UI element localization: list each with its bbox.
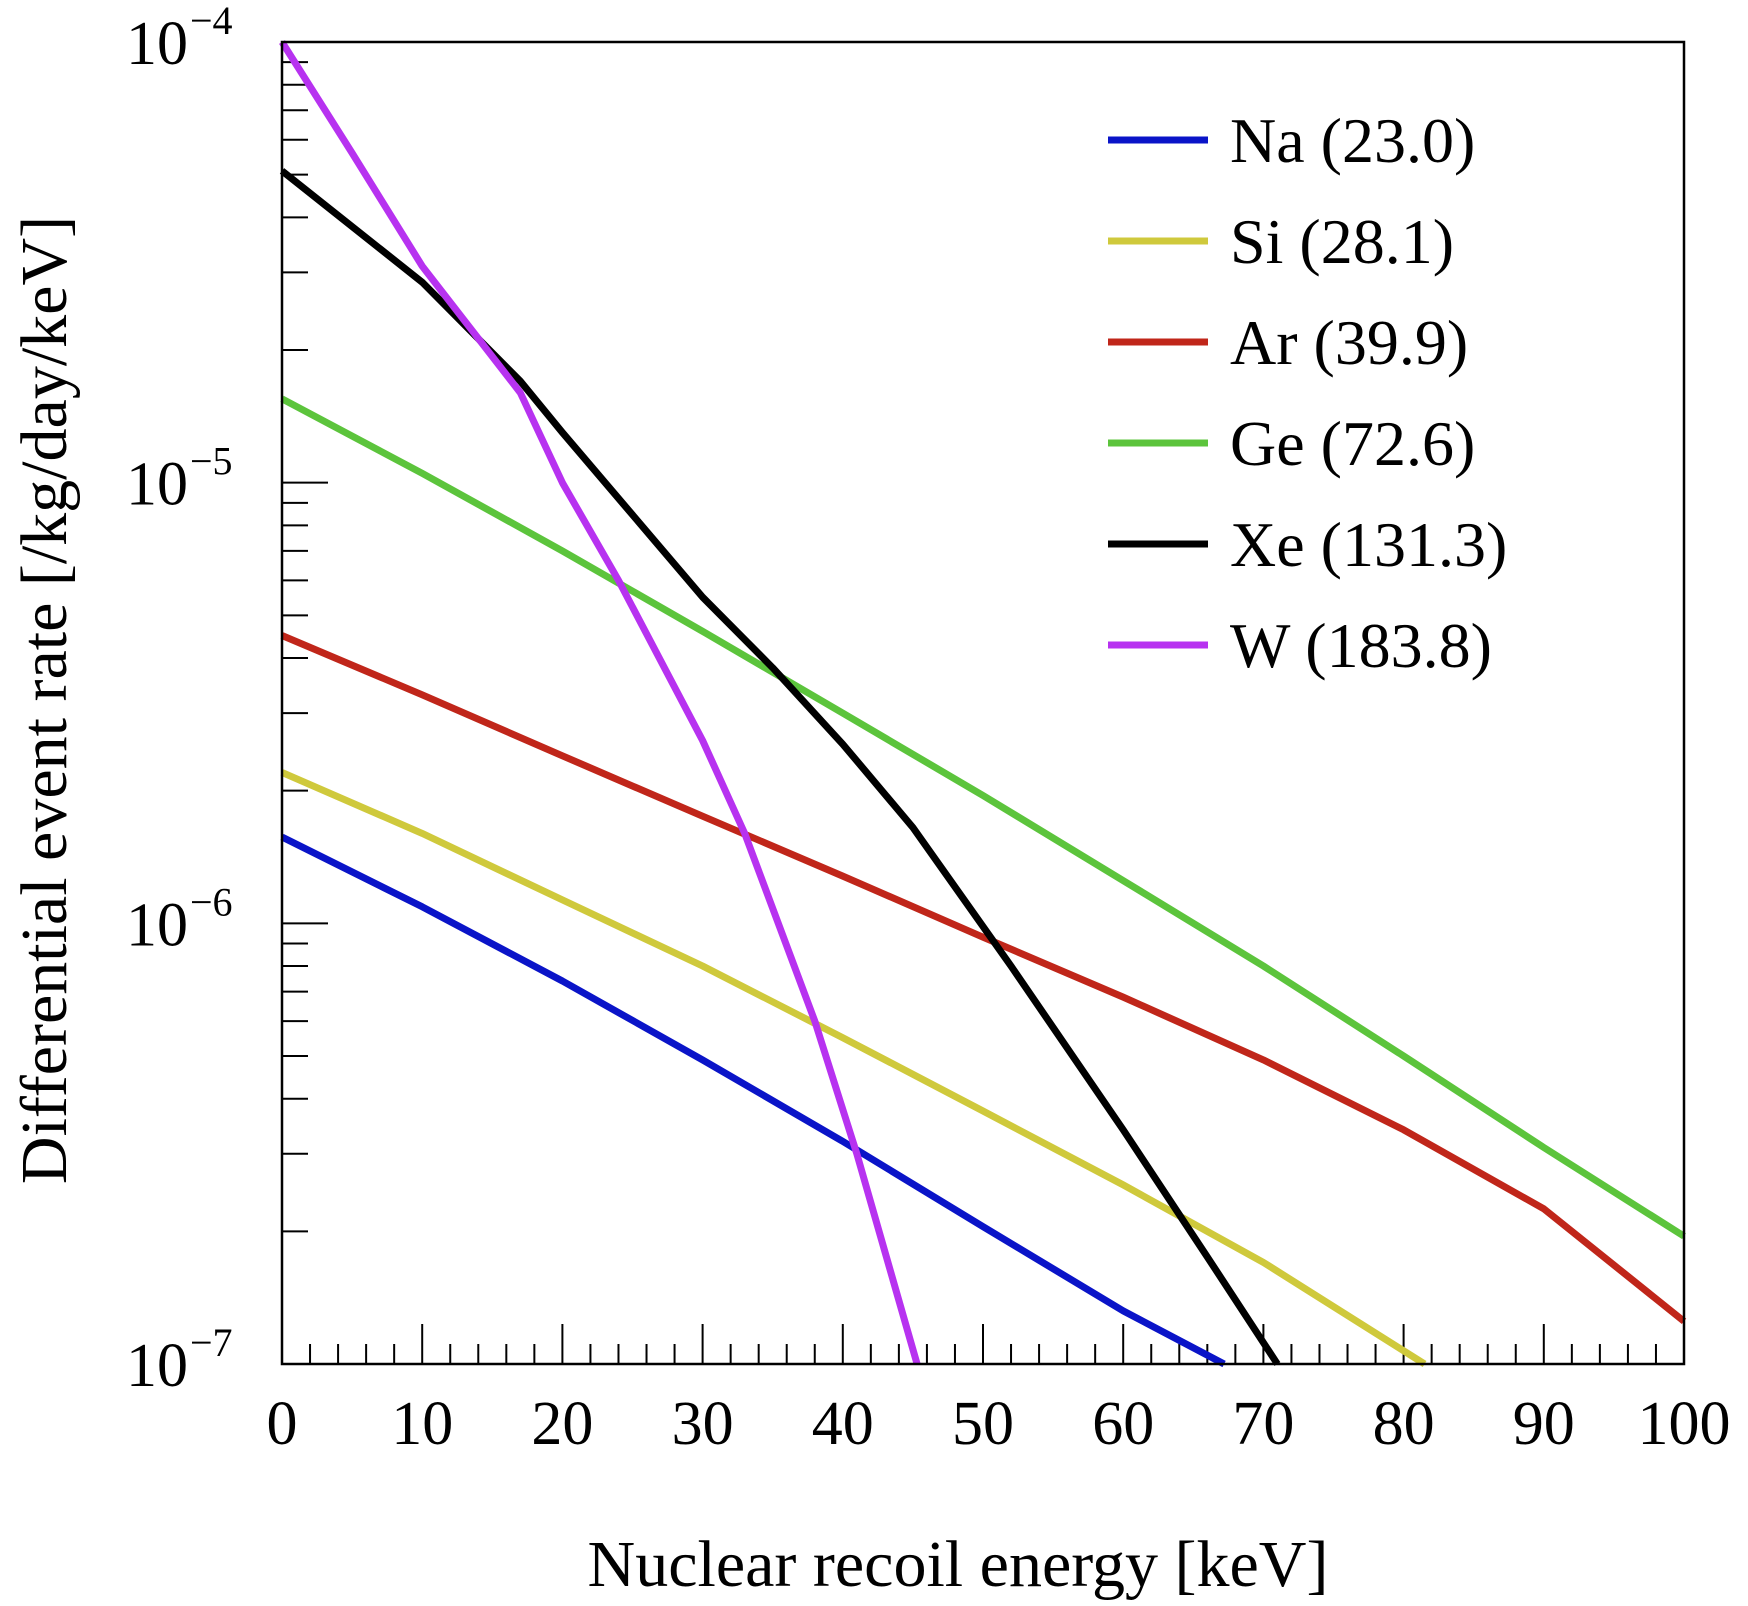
x-tick-labels: 0 10 20 30 40 50 60 70 80 90 100: [267, 1390, 1731, 1458]
x-tick-label: 100: [1638, 1390, 1731, 1458]
y-tick-base: 10: [126, 451, 188, 519]
legend-item: Ge (72.6): [1108, 408, 1475, 479]
y-tick-base: 10: [126, 891, 188, 959]
legend-item: Ar (39.9): [1108, 307, 1468, 378]
x-axis-title: Nuclear recoil energy [keV]: [588, 1528, 1329, 1601]
legend: Na (23.0) Si (28.1) Ar (39.9) Ge (72.6) Xe (…: [1108, 105, 1507, 681]
x-tick-label: 30: [672, 1390, 734, 1458]
legend-label: Ge (72.6): [1230, 408, 1475, 479]
series-lines: [279, 40, 1687, 1368]
legend-item: Na (23.0): [1108, 105, 1475, 176]
legend-label: Na (23.0): [1230, 105, 1475, 176]
series-line: [280, 833, 1226, 1368]
legend-label: Si (28.1): [1230, 206, 1454, 277]
y-tick-labels: 10−710−610−510−4: [126, 0, 233, 1400]
y-tick-label: 10 −5: [126, 439, 233, 519]
minor-ticks: [282, 61, 1657, 1364]
y-tick-exponent: −6: [190, 879, 233, 924]
legend-label: Xe (131.3): [1230, 509, 1507, 580]
y-tick-base: 10: [126, 1332, 188, 1400]
x-tick-label: 0: [267, 1390, 298, 1458]
series-line: [280, 632, 1687, 1325]
legend-item: W (183.8): [1108, 610, 1492, 681]
y-tick-label: 10 −4: [126, 0, 233, 78]
x-tick-label: 10: [391, 1390, 453, 1458]
y-tick-base: 10: [126, 10, 188, 78]
x-tick-label: 40: [812, 1390, 874, 1458]
legend-label: W (183.8): [1230, 610, 1492, 681]
y-tick-exponent: −7: [190, 1320, 233, 1365]
legend-item: Xe (131.3): [1108, 509, 1507, 580]
y-tick-label: 10 −6: [126, 879, 233, 959]
x-tick-label: 70: [1232, 1390, 1294, 1458]
x-tick-label: 20: [531, 1390, 593, 1458]
y-axis-title: Differential event rate [/kg/day/keV]: [8, 216, 81, 1184]
series-line: [279, 168, 1281, 1366]
series-line: [280, 395, 1686, 1240]
legend-item: Si (28.1): [1108, 206, 1454, 277]
y-tick-exponent: −4: [190, 0, 233, 43]
x-tick-label: 80: [1373, 1390, 1435, 1458]
y-tick-exponent: −5: [190, 439, 233, 484]
series-line: [279, 40, 921, 1365]
x-tick-label: 90: [1513, 1390, 1575, 1458]
legend-label: Ar (39.9): [1230, 307, 1468, 378]
y-tick-label: 10 −7: [126, 1320, 233, 1400]
plot-frame: [280, 40, 1686, 1366]
x-tick-label: 60: [1092, 1390, 1154, 1458]
series-line: [280, 769, 1427, 1367]
x-tick-label: 50: [952, 1390, 1014, 1458]
